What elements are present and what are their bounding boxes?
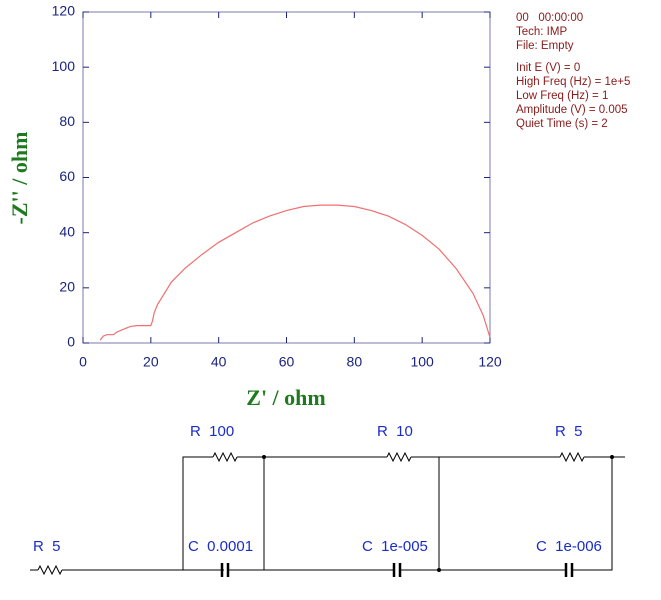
component-label: C 1e-006 — [536, 538, 602, 555]
info-text: High Freq (Hz) = 1e+5 — [516, 76, 630, 88]
y-tick-label: 80 — [59, 113, 75, 129]
x-tick-label: 40 — [211, 354, 227, 370]
x-tick-label: 60 — [279, 354, 295, 370]
resistor — [37, 451, 585, 576]
junction — [610, 455, 614, 459]
data-line — [99, 204, 491, 341]
x-tick-label: 20 — [143, 354, 159, 370]
component-label: R 100 — [190, 423, 234, 440]
x-tick-label: 0 — [79, 354, 87, 370]
component-label: R 5 — [33, 538, 61, 555]
x-tick-label: 100 — [410, 354, 434, 370]
x-tick-label: 80 — [347, 354, 363, 370]
component-label: C 1e-005 — [362, 538, 428, 555]
component-label: R 10 — [377, 423, 413, 440]
y-tick-label: 60 — [59, 168, 75, 184]
y-axis-label: -Z'' / ohm — [7, 132, 32, 225]
circuit: R 5 R 100 C 0.0001 R 10 C 1e-005 R 5 C 1… — [30, 423, 625, 577]
component-label: C 0.0001 — [188, 538, 253, 555]
info-text: Amplitude (V) = 0.005 — [516, 104, 628, 116]
info-text: Quiet Time (s) = 2 — [516, 118, 608, 130]
y-tick-label: 100 — [52, 58, 76, 74]
x-axis-label: Z' / ohm — [246, 385, 325, 410]
y-tick-label: 20 — [59, 279, 75, 295]
junction — [262, 455, 266, 459]
y-tick-label: 120 — [52, 3, 76, 19]
capacitor — [220, 563, 574, 577]
y-tick-label: 40 — [59, 223, 75, 239]
info-text: Init E (V) = 0 — [516, 62, 580, 74]
x-tick-label: 120 — [478, 354, 502, 370]
y-tick-label: 0 — [67, 334, 75, 350]
info-text: Tech: IMP — [516, 26, 567, 38]
info-text: File: Empty — [516, 40, 574, 52]
junction — [437, 568, 441, 572]
component-label: R 5 — [555, 423, 583, 440]
info-text: 00 00:00:00 — [516, 12, 583, 24]
info-text: Low Freq (Hz) = 1 — [516, 90, 608, 102]
plot-area — [82, 11, 491, 344]
